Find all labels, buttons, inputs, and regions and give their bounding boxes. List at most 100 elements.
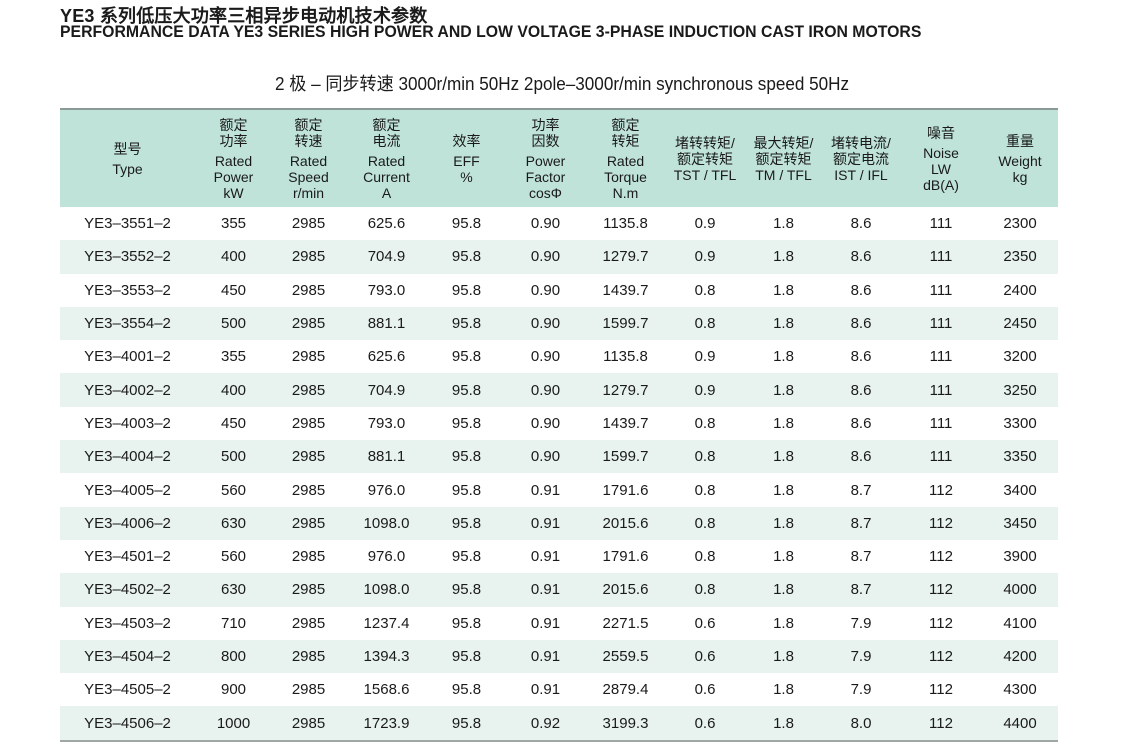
table-cell: 112 — [929, 714, 953, 732]
table-cell: YE3–4503–2 — [84, 614, 171, 632]
table-cell: 95.8 — [451, 381, 482, 399]
table-cell: 111 — [929, 414, 953, 432]
column-header: 额定 功率 Rated Power kW — [195, 109, 272, 207]
table-cell: 1.8 — [773, 581, 794, 599]
column-header: 额定 转速 Rated Speed r/min — [272, 109, 345, 207]
column-header-en: Rated — [289, 152, 328, 169]
table-cell: 0.8 — [694, 581, 716, 599]
column-header-en: Noise — [923, 144, 959, 161]
column-header-zh: 转矩 — [611, 132, 640, 149]
table-cell: 95.8 — [451, 648, 482, 665]
table-cell: 8.7 — [850, 481, 872, 499]
table-cell: 8.0 — [850, 714, 872, 732]
table-cell: 2985 — [291, 448, 326, 466]
column-header: 功率 因数 Power Factor cosΦ — [505, 109, 586, 207]
table-cell: 2985 — [291, 248, 326, 266]
table-cell: 1.8 — [773, 548, 794, 566]
table-cell: 2985 — [291, 681, 326, 699]
table-cell: 95.8 — [451, 281, 482, 299]
table-cell: 8.6 — [850, 381, 872, 399]
column-header-zh: 重量 — [1006, 132, 1034, 149]
column-header-en: Type — [112, 160, 143, 177]
table-cell: 1599.7 — [602, 448, 649, 466]
table-cell: 1.8 — [773, 481, 794, 499]
column-header-en: Rated — [367, 152, 406, 169]
table-cell: 1.8 — [773, 348, 794, 366]
table-cell: 793.0 — [367, 281, 406, 299]
table-cell: 0.8 — [694, 548, 716, 566]
table-cell: 95.8 — [451, 348, 482, 366]
table-cell: 2559.5 — [602, 648, 649, 665]
table-cell: YE3–4004–2 — [84, 448, 171, 466]
column-header: 堵转电流/额定电流 IST / IFL — [822, 109, 900, 207]
table-cell: 1000 — [216, 714, 251, 732]
table-cell: 7.9 — [850, 614, 872, 632]
table-cell: 4200 — [1003, 648, 1037, 665]
table-cell: 2015.6 — [602, 514, 649, 532]
table-cell: 0.92 — [530, 714, 561, 732]
table-cell: 2985 — [291, 481, 326, 499]
table-cell: 4400 — [1003, 714, 1037, 732]
table-cell: 500 — [220, 315, 247, 333]
table-cell: 3199.3 — [602, 714, 649, 732]
table-cell: 450 — [220, 281, 247, 299]
table-cell: 3900 — [1003, 548, 1037, 566]
table-cell: 976.0 — [367, 481, 406, 499]
table-cell: 8.6 — [850, 348, 872, 366]
table-cell: 2985 — [291, 215, 326, 233]
column-header-en: LW — [931, 160, 951, 177]
table-cell: 355 — [220, 348, 247, 366]
table-cell: 111 — [929, 348, 953, 366]
table-cell: 0.91 — [530, 614, 561, 632]
table-cell: 881.1 — [367, 315, 406, 333]
column-header-en: cosΦ — [529, 184, 562, 201]
table-cell: 710 — [220, 614, 247, 632]
table-row: YE3–4504–2 800 2985 1394.3 95.8 0.91 2559.5 0.6… — [60, 639, 1058, 674]
table-cell: 112 — [929, 514, 953, 532]
table-cell: 500 — [220, 448, 247, 466]
table-cell: 112 — [929, 548, 953, 566]
table-cell: YE3–3552–2 — [84, 248, 171, 266]
table-cell: 112 — [929, 681, 953, 699]
table-cell: 3300 — [1003, 414, 1037, 432]
table-cell: 1568.6 — [363, 681, 410, 699]
table-cell: 1135.8 — [603, 215, 648, 233]
table-cell: 1.8 — [773, 381, 794, 399]
table-cell: 8.6 — [850, 281, 872, 299]
column-header-en: EFF — [453, 152, 480, 169]
table-cell: 704.9 — [367, 381, 406, 399]
table-cell: 2985 — [291, 315, 326, 333]
table-cell: 95.8 — [451, 481, 482, 499]
table-cell: 3200 — [1003, 348, 1037, 366]
table-cell: 8.7 — [850, 581, 872, 599]
table-row: YE3–4002–2 400 2985 704.9 95.8 0.90 1279.7 0.9 1… — [60, 373, 1058, 407]
table-cell: 1237.4 — [363, 614, 410, 632]
table-row: YE3–4505–2 900 2985 1568.6 95.8 0.91 2879.4 0.6… — [60, 673, 1058, 706]
table-cell: 2450 — [1003, 315, 1037, 333]
table-cell: 95.8 — [451, 448, 482, 466]
table-cell: 450 — [220, 414, 247, 432]
table-cell: 95.8 — [451, 681, 482, 699]
column-header: 重量 Weight kg — [982, 109, 1058, 207]
table-cell: 2350 — [1003, 248, 1037, 266]
column-header-en: Current — [363, 168, 410, 185]
table-cell: 1791.6 — [602, 481, 649, 499]
column-header-zh: 额定 — [611, 116, 640, 133]
column-header-en: Torque — [604, 168, 647, 185]
column-header-en: dB(A) — [923, 176, 959, 193]
table-cell: 112 — [929, 581, 953, 599]
table-cell: 0.6 — [694, 614, 716, 632]
column-header-zh: 额定 — [294, 116, 323, 133]
table-cell: 1723.9 — [363, 714, 410, 732]
table-cell: YE3–4001–2 — [84, 348, 171, 366]
column-header-zh: 功率 — [531, 116, 560, 133]
table-cell: 1.8 — [773, 281, 794, 299]
table-cell: 0.90 — [530, 414, 561, 432]
table-cell: 4100 — [1003, 614, 1037, 632]
table-cell: 0.91 — [530, 481, 561, 499]
table-cell: 1279.7 — [602, 381, 649, 399]
table-row: YE3–4004–2 500 2985 881.1 95.8 0.90 1599.7 0.8 1… — [60, 440, 1058, 474]
table-cell: 1.8 — [773, 681, 794, 699]
table-cell: YE3–4003–2 — [84, 414, 171, 432]
table-cell: YE3–3553–2 — [84, 281, 171, 299]
